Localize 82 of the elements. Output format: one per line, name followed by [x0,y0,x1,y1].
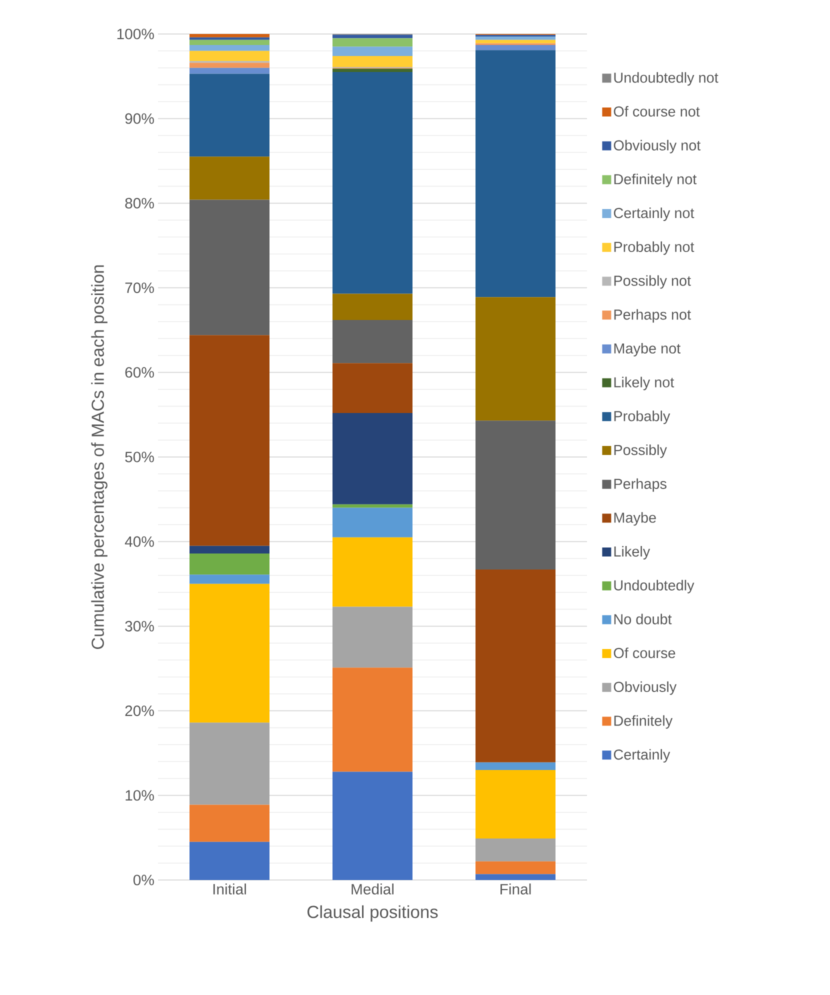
bar [190,842,270,880]
legend-label: Obviously not [614,140,701,154]
bar [476,36,556,40]
bar [190,200,270,336]
bar [476,874,556,880]
legend-label: Of course not [614,106,700,117]
bar [190,68,270,74]
bar [332,772,413,880]
x-tick-label: Medial [352,884,394,894]
legend-label: Perhaps not [614,309,691,323]
bar [190,156,270,200]
y-tick-label: 70% [125,282,154,294]
bar [190,553,270,575]
y-tick-label: 50% [125,452,154,462]
x-axis-title: Clausal positions [307,905,438,922]
bar [332,38,413,47]
bar [332,56,413,67]
legend-label: Of course [614,648,676,658]
bar [332,294,413,320]
bar [332,320,413,364]
legend-label: Probably not [614,241,694,255]
legend-label: Possibly not [614,275,691,289]
legend-label: Obviously [614,681,677,695]
bar [190,37,270,40]
legend-label: Probably [614,410,670,424]
legend-label: Likely not [614,376,674,390]
bar [190,335,270,546]
legend-label: Maybe [614,512,656,526]
bar [332,606,413,668]
bar [476,770,556,839]
bar [190,584,270,723]
y-tick-label: 10% [126,790,154,801]
bar [332,668,413,772]
legend-label: Definitely [614,715,673,729]
bar [190,574,270,584]
legend-label: Maybe not [614,342,681,356]
bar [190,546,270,554]
y-tick-label: 0% [133,874,154,886]
bar [476,297,556,421]
x-tick-label: Initial [213,884,246,894]
bar [332,363,413,413]
bar [476,861,556,874]
bar [332,46,413,56]
bar [190,44,270,51]
x-tick-label: Final [500,884,531,894]
legend-label: Undoubtedly not [614,72,718,86]
bar [476,570,556,762]
legend-label: Possibly [614,444,667,458]
bar [190,722,270,805]
bar [476,44,556,50]
bar [190,34,270,38]
legend-label: No doubt [614,614,672,624]
y-tick-label: 30% [125,620,154,632]
legend-label: Likely [614,546,650,560]
bar [190,62,270,68]
bar [476,762,556,770]
y-tick-label: 80% [125,198,154,208]
legend-label: Definitely not [614,174,697,188]
y-tick-label: 100% [117,28,154,40]
bar [332,508,413,538]
bar [190,74,270,157]
legend-label: Certainly [614,749,670,763]
legend-label: Certainly not [614,208,694,222]
bar [190,50,270,62]
legend-label: Perhaps [614,478,666,492]
bar [190,804,270,842]
y-tick-label: 90% [125,113,154,124]
y-axis-title: Cumulative percentages of MACs in each position [91,265,108,649]
bar [332,72,413,294]
bar [332,413,413,504]
y-tick-label: 60% [125,367,154,378]
bar [332,537,413,607]
bar [332,68,413,72]
y-tick-label: 40% [124,536,154,547]
bar [476,420,556,570]
legend-label: Undoubtedly [614,580,694,594]
bar [476,50,556,298]
bar [476,838,556,862]
bar [476,40,556,44]
y-tick-label: 20% [125,706,154,716]
bar [190,40,270,45]
bar [332,504,413,508]
